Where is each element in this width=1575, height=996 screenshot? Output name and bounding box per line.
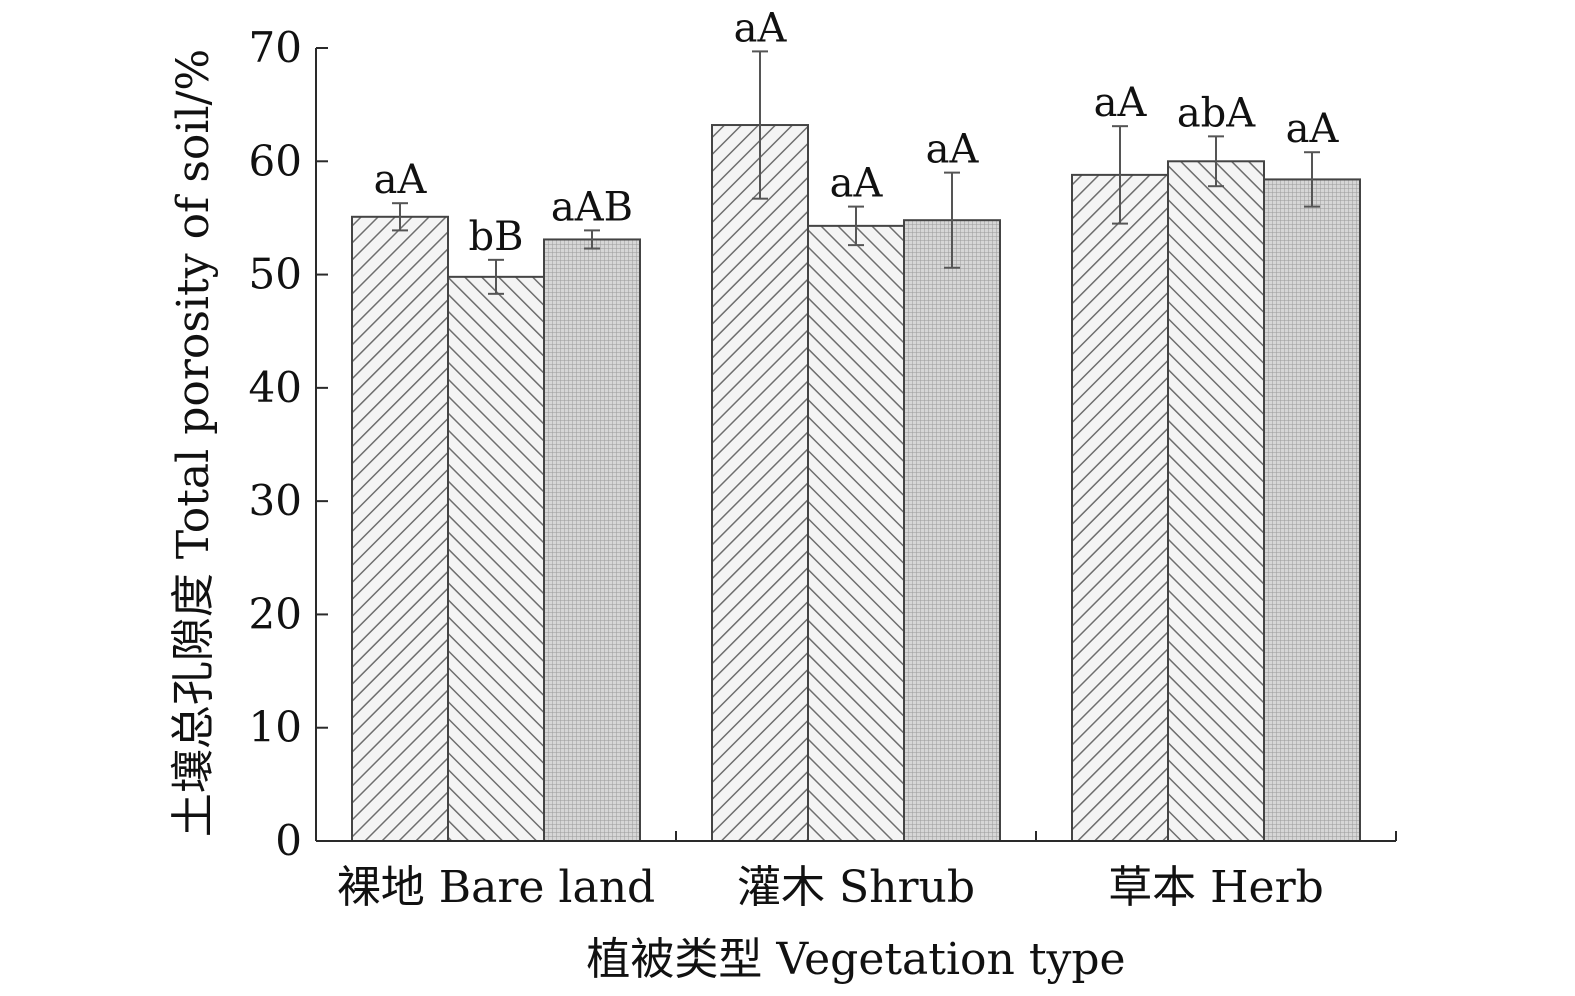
significance-label: aA (1286, 106, 1340, 152)
y-tick-label: 30 (249, 476, 302, 525)
error-bar (392, 202, 408, 232)
error-bar (848, 205, 864, 247)
significance-label: abA (1177, 90, 1256, 136)
significance-label: aAB (551, 184, 633, 230)
significance-label: aA (926, 127, 980, 173)
error-bar (1112, 125, 1128, 225)
x-axis-title: 植被类型 Vegetation type (586, 934, 1125, 985)
error-bar (1304, 151, 1320, 208)
bar (903, 219, 1001, 843)
bar (447, 275, 545, 842)
y-tick-label: 40 (249, 363, 302, 412)
significance-label: bB (469, 214, 524, 260)
y-tick-label: 20 (249, 589, 302, 638)
y-tick-label: 0 (275, 816, 302, 865)
error-bar (488, 258, 504, 295)
error-bar (944, 171, 960, 269)
plot-area: aA aA aA bB aA abA aAB aA aA 0 10 20 30 40 50 60 70 裸地 Ba… (249, 5, 1397, 913)
bar (1167, 160, 1265, 843)
significance-label: aA (734, 5, 788, 51)
bar (543, 238, 641, 842)
bar (351, 215, 449, 842)
y-axis-title: 土壤总孔隙度 Total porosity of soil/% (168, 49, 219, 837)
y-tick-label: 70 (249, 23, 302, 72)
x-tick-label: 灌木 Shrub (737, 862, 975, 913)
y-tick-label: 10 (249, 703, 302, 752)
x-tick-label: 裸地 Bare land (337, 862, 655, 913)
error-bar (1208, 135, 1224, 188)
x-tick-label: 草本 Herb (1108, 862, 1324, 913)
significance-label: aA (830, 161, 884, 207)
error-bar (584, 229, 600, 250)
bar (807, 224, 905, 842)
bar (711, 124, 809, 842)
bar (1071, 173, 1169, 842)
significance-label: aA (374, 157, 428, 203)
y-tick-label: 50 (249, 250, 302, 299)
significance-label: aA (1094, 80, 1148, 126)
bar (1263, 178, 1361, 842)
error-bar (752, 50, 768, 200)
y-tick-label: 60 (249, 136, 302, 185)
